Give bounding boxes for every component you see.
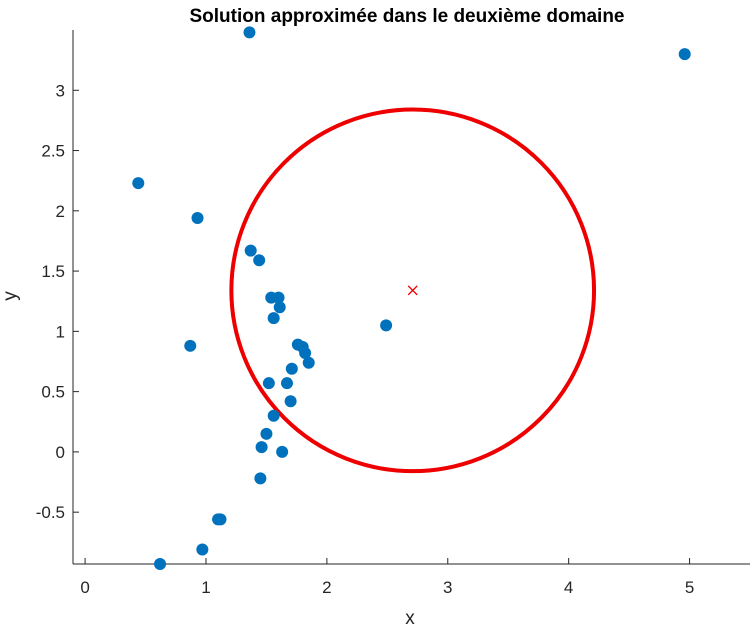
y-tick-label: 3 — [56, 81, 65, 100]
circle-layer — [229, 107, 597, 474]
data-point — [253, 254, 266, 267]
data-point — [214, 513, 227, 526]
data-point — [299, 347, 312, 360]
x-tick-label: 5 — [685, 578, 694, 597]
data-point — [284, 395, 297, 408]
data-point — [273, 301, 286, 314]
data-point — [255, 441, 268, 454]
y-tick-label: 0 — [56, 443, 65, 462]
data-point — [280, 377, 293, 390]
y-tick-label: -0.5 — [36, 503, 65, 522]
data-point — [276, 445, 289, 458]
points-layer — [132, 26, 691, 570]
domain-circle — [229, 107, 597, 474]
data-point — [302, 356, 315, 369]
data-point — [244, 244, 257, 257]
center-marker — [407, 285, 418, 296]
ticks: 0 1 2 3 4 5 -0.5 0 0.5 1 1.5 2 2.5 3 — [36, 81, 695, 597]
y-tick-label: 0.5 — [41, 383, 65, 402]
y-tick-label: 2.5 — [41, 142, 65, 161]
data-point — [285, 362, 298, 375]
data-point — [196, 543, 209, 556]
data-point — [678, 48, 691, 61]
data-point — [132, 177, 145, 190]
data-point — [184, 339, 197, 352]
x-tick-label: 0 — [80, 578, 89, 597]
data-point — [243, 26, 256, 39]
data-point — [154, 558, 167, 570]
x-tick-label: 3 — [443, 578, 452, 597]
data-point — [272, 291, 285, 304]
chart-title: Solution approximée dans le deuxième dom… — [190, 6, 625, 27]
x-axis-label: x — [405, 608, 415, 628]
x-tick-label: 2 — [322, 578, 331, 597]
axes — [72, 30, 750, 565]
data-point — [254, 472, 267, 485]
x-tick-label: 1 — [201, 578, 210, 597]
y-tick-label: 2 — [56, 202, 65, 221]
y-tick-label: 1.5 — [41, 262, 65, 281]
data-point — [267, 312, 280, 325]
y-tick-label: 1 — [56, 322, 65, 341]
data-point — [260, 427, 273, 440]
data-point — [267, 409, 280, 422]
y-axis-label: y — [0, 291, 21, 301]
data-point — [191, 212, 204, 225]
data-point — [262, 377, 275, 390]
center-marker-stroke — [407, 285, 418, 296]
center-marker-layer — [407, 285, 418, 296]
data-point — [380, 319, 393, 332]
x-tick-label: 4 — [564, 578, 573, 597]
